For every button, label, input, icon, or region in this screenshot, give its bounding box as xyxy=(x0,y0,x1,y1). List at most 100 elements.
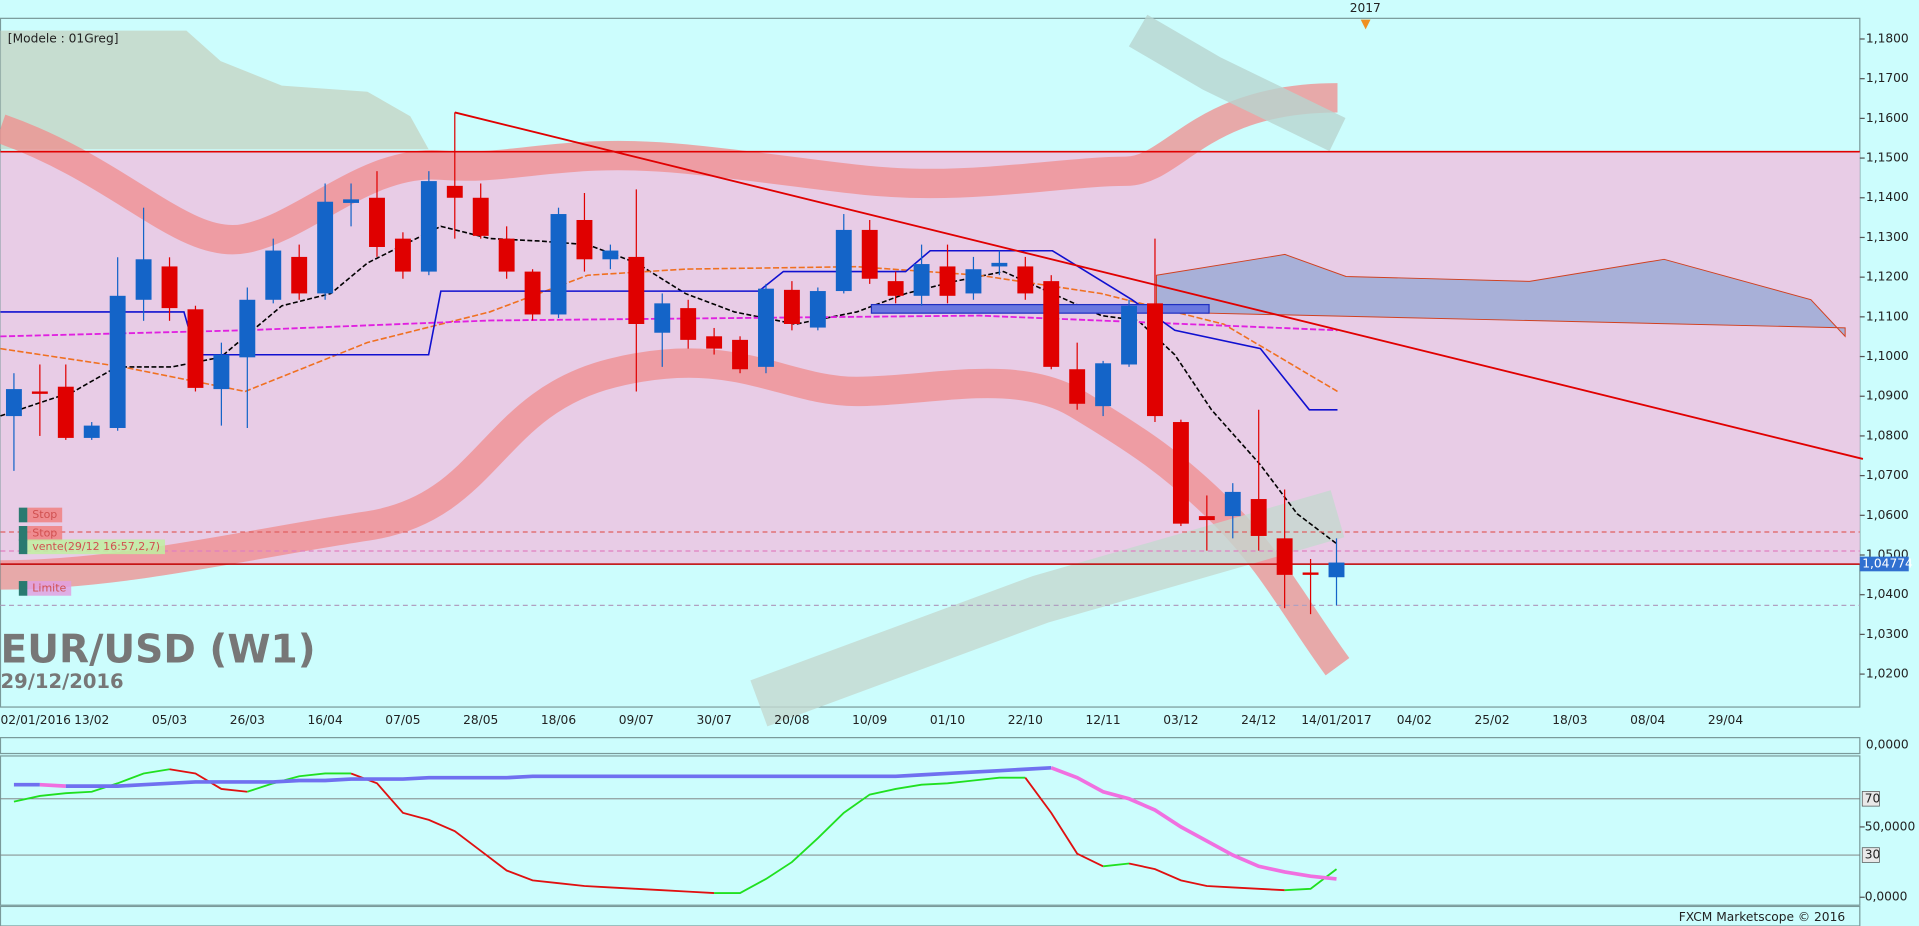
candle-body xyxy=(135,259,152,300)
order-marker xyxy=(18,507,28,523)
osc-line xyxy=(39,782,66,788)
order-label: Stop xyxy=(32,526,57,539)
x-tick-label: 14/01/2017 xyxy=(1301,713,1371,727)
trendline xyxy=(454,111,1864,460)
candle-body xyxy=(1121,305,1137,365)
candle-body xyxy=(1095,363,1112,407)
x-tick-label: 20/08 xyxy=(774,713,809,727)
candle-body xyxy=(213,354,230,390)
candle-body xyxy=(550,214,567,315)
year-arrow xyxy=(1360,19,1371,30)
candle-body xyxy=(758,288,774,367)
candle-body xyxy=(187,309,204,388)
y-tick-label: 1,1400 xyxy=(1866,190,1909,204)
candle-body xyxy=(576,219,593,260)
zone-box xyxy=(870,303,1210,314)
middle-panel xyxy=(0,737,1861,755)
order-bg xyxy=(27,581,72,596)
osc-line xyxy=(714,776,1026,894)
y-tick-label: 1,0900 xyxy=(1866,389,1909,403)
grey-band xyxy=(750,490,1345,727)
x-tick-label: 18/03 xyxy=(1552,713,1587,727)
footer: FXCM Marketscope © 2016 xyxy=(1679,910,1845,924)
candle-body xyxy=(706,336,723,349)
x-tick-label: 08/04 xyxy=(1630,713,1665,727)
candle-body xyxy=(291,256,308,294)
y-tick-label: 1,0600 xyxy=(1866,508,1909,522)
x-tick-label: 03/12 xyxy=(1163,713,1198,727)
candle-body xyxy=(343,199,360,203)
candle-body xyxy=(1250,499,1267,536)
y-tick-label: 1,0300 xyxy=(1866,627,1909,641)
osc-tick-label: 30 xyxy=(1865,848,1881,862)
y-tick-label: 1,1500 xyxy=(1866,151,1909,165)
candle-body xyxy=(498,238,515,272)
channel-line xyxy=(0,249,1338,411)
osc-line xyxy=(1103,862,1130,868)
x-tick-label: 25/02 xyxy=(1474,713,1509,727)
osc-tick-box xyxy=(1861,847,1880,863)
cloud-past xyxy=(0,30,429,150)
price-tag xyxy=(1859,556,1909,572)
candle-body xyxy=(965,269,982,294)
mid-tick-label: 0,0000 xyxy=(1866,737,1909,751)
x-tick-label: 24/12 xyxy=(1241,713,1276,727)
y-tick-label: 1,1300 xyxy=(1866,230,1909,244)
candle-body xyxy=(732,339,749,370)
x-tick-label: 28/05 xyxy=(463,713,498,727)
x-tick-label: 13/02 xyxy=(74,713,109,727)
candle-body xyxy=(1224,491,1241,517)
order-marker xyxy=(18,525,28,541)
volume-panel xyxy=(0,905,1861,926)
x-tick-label: 10/09 xyxy=(852,713,887,727)
candle-body xyxy=(913,264,930,296)
x-tick-label: 30/07 xyxy=(697,713,732,727)
y-tick-label: 1,0800 xyxy=(1866,428,1909,442)
y-tick-label: 1,1000 xyxy=(1866,349,1909,363)
x-tick-label: 05/03 xyxy=(152,713,187,727)
candle-body xyxy=(1043,281,1060,367)
osc-tick-label: 50,0000 xyxy=(1865,819,1916,833)
candle-body xyxy=(420,181,437,272)
moving-average xyxy=(0,314,1338,338)
candle-body xyxy=(887,281,904,296)
candle-body xyxy=(809,291,826,328)
model-label: [Modele : 01Greg] xyxy=(8,32,119,46)
candle-body xyxy=(861,229,878,279)
candle-body xyxy=(161,266,178,309)
order-bg xyxy=(27,525,63,541)
order-label: Limite xyxy=(32,581,66,594)
y-tick-label: 1,0400 xyxy=(1866,587,1909,601)
price-tag-label: 1,04774 xyxy=(1862,556,1913,570)
candle-body xyxy=(1172,422,1189,524)
candle-body xyxy=(472,197,489,236)
candle-body xyxy=(680,308,697,340)
candle-body xyxy=(1147,303,1163,417)
y-tick-label: 1,1800 xyxy=(1866,31,1909,45)
candle-body xyxy=(1328,562,1345,578)
candle-body xyxy=(1017,266,1034,294)
chart-title: EUR/USD (W1) xyxy=(0,627,315,672)
candle-body xyxy=(783,289,800,324)
candle-body xyxy=(109,295,126,428)
chart-subtitle: 29/12/2016 xyxy=(0,670,123,693)
candle-body xyxy=(654,303,671,333)
candle-body xyxy=(394,238,411,272)
osc-line xyxy=(1024,777,1104,868)
year-marker: 2017 xyxy=(1350,1,1381,15)
x-tick-label: 26/03 xyxy=(230,713,265,727)
candle-body xyxy=(524,271,541,315)
oscillator-panel xyxy=(0,755,1861,906)
order-label: vente(29/12 16:57,2,7) xyxy=(32,540,160,553)
candle-body xyxy=(5,389,22,417)
x-tick-label: 09/07 xyxy=(619,713,654,727)
x-tick-label: 04/02 xyxy=(1397,713,1432,727)
candle-body xyxy=(1198,516,1215,521)
y-tick-label: 1,1100 xyxy=(1866,309,1909,323)
osc-line xyxy=(13,768,170,803)
candle-body xyxy=(239,299,256,358)
candle-body xyxy=(835,229,852,292)
osc-tick-box xyxy=(1861,791,1880,807)
x-tick-label: 29/04 xyxy=(1708,713,1743,727)
